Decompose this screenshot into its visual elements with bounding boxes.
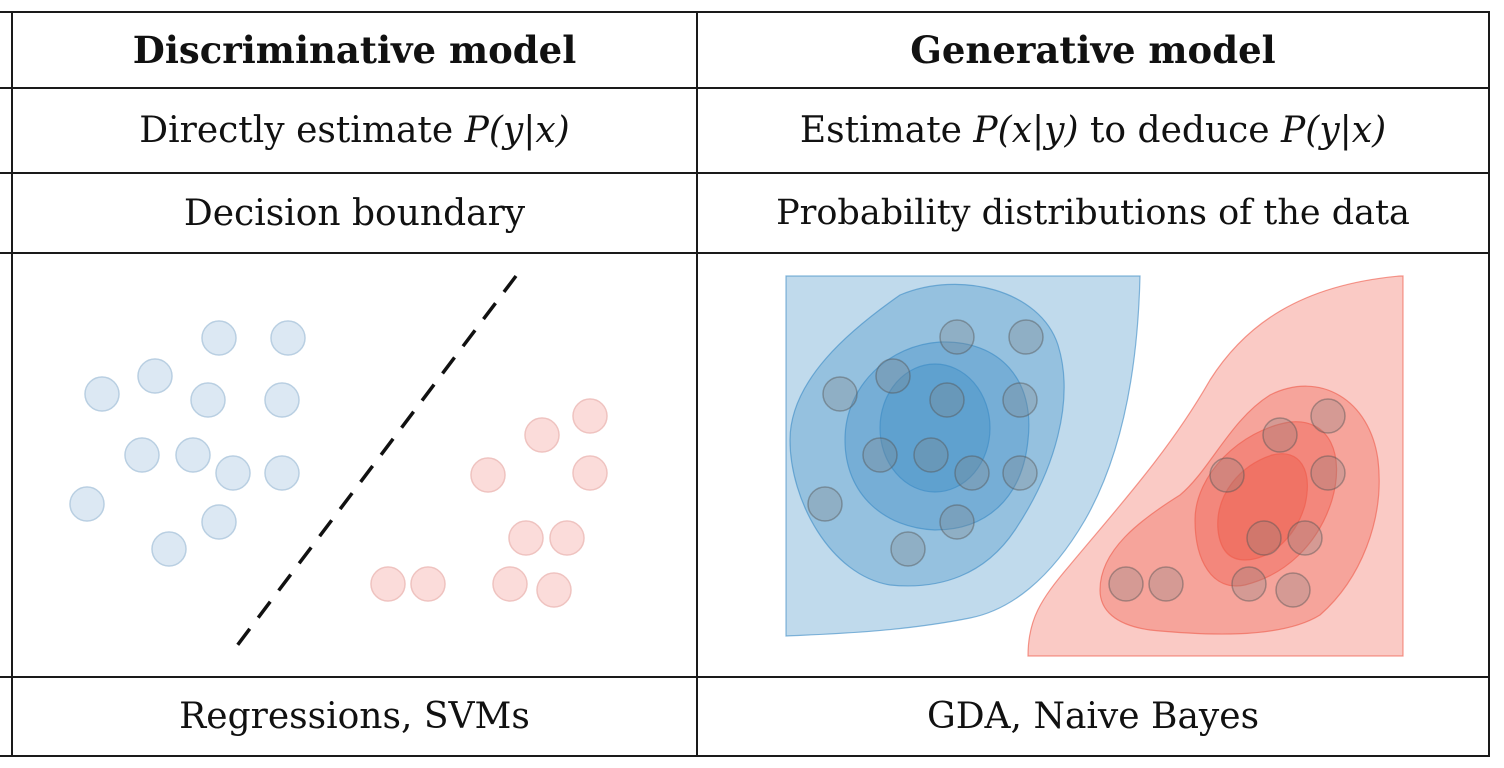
red-contour-2 [1099,385,1380,635]
header-generative: Generative model [698,13,1488,87]
red-data-point [1231,566,1267,602]
blue-data-point [929,382,965,418]
red-data-point [1209,457,1245,493]
table-border-bottom [0,755,1490,757]
red-point [470,457,506,493]
goal-generative-mid: to deduce [1078,110,1282,151]
red-data-point [1310,455,1346,491]
blue-point [137,358,173,394]
goal-generative-math-2: P(y|x) [1281,110,1387,151]
blue-contour-2 [789,283,1065,587]
blue-point [190,382,226,418]
red-point [370,566,406,602]
right-border [1488,11,1490,757]
goal-discriminative: Directly estimate P(y|x) [13,89,696,172]
blue-point [151,531,187,567]
goal-discriminative-text: Directly estimate [139,110,465,151]
blue-data-point [822,376,858,412]
blue-point [264,455,300,491]
goal-generative-math-1: P(x|y) [973,110,1079,151]
blue-data-points [807,319,1044,567]
discriminative-illustration [69,274,608,657]
blue-data-point [954,455,990,491]
blue-data-point [1008,319,1044,355]
red-point [410,566,446,602]
blue-contour-inner [879,363,991,493]
red-data-points [1108,398,1346,608]
blue-contour-outer [785,275,1141,637]
red-data-point [1148,566,1184,602]
blue-point [201,320,237,356]
goal-discriminative-math: P(y|x) [464,110,570,151]
learns-generative: Probability distributions of the data [698,174,1488,252]
blue-data-point [875,358,911,394]
blue-data-point [862,437,898,473]
red-class-points [370,398,608,608]
blue-point [175,437,211,473]
blue-point [69,486,105,522]
learns-generative-text: Probability distributions of the data [776,193,1410,233]
blue-data-point [890,531,926,567]
decision-boundary [228,274,518,657]
blue-point [124,437,160,473]
red-data-point [1275,572,1311,608]
red-density-contours [1027,275,1404,657]
examples-generative: GDA, Naive Bayes [698,678,1488,755]
red-point [536,572,572,608]
header-discriminative: Discriminative model [13,13,696,87]
row-divider-1 [0,87,1490,89]
left-border [11,11,13,757]
blue-point [84,376,120,412]
learns-discriminative-text: Decision boundary [183,192,526,234]
blue-data-point [939,319,975,355]
blue-point [264,382,300,418]
learns-discriminative: Decision boundary [13,174,696,252]
examples-discriminative-text: Regressions, SVMs [179,696,530,737]
red-point [524,417,560,453]
header-generative-label: Generative model [910,28,1276,72]
examples-generative-text: GDA, Naive Bayes [926,696,1260,737]
blue-class-points [69,320,306,567]
blue-point [201,504,237,540]
goal-generative-prefix: Estimate [799,110,974,151]
header-discriminative-label: Discriminative model [132,28,577,72]
red-point [572,455,608,491]
row-divider-4 [0,676,1490,678]
blue-data-point [913,437,949,473]
blue-density-contours [785,275,1141,637]
blue-data-point [807,486,843,522]
red-data-point [1287,520,1323,556]
red-point [492,566,528,602]
red-contour-inner [1217,453,1308,561]
row-divider-2 [0,172,1490,174]
generative-illustration [785,275,1404,657]
red-point [549,520,585,556]
blue-data-point [939,504,975,540]
red-data-point [1246,520,1282,556]
blue-point [215,455,251,491]
goal-generative: Estimate P(x|y) to deduce P(y|x) [698,89,1488,172]
red-data-point [1262,417,1298,453]
column-divider [696,11,698,757]
red-point [572,398,608,434]
blue-data-point [1002,382,1038,418]
red-point [508,520,544,556]
blue-point [270,320,306,356]
examples-discriminative: Regressions, SVMs [13,678,696,755]
red-data-point [1108,566,1144,602]
row-divider-3 [0,252,1490,254]
red-data-point [1310,398,1346,434]
table-border-top [0,11,1490,13]
blue-data-point [1002,455,1038,491]
